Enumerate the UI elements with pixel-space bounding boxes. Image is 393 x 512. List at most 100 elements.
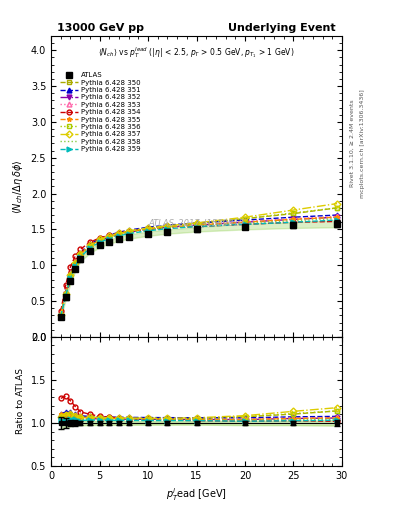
Text: Underlying Event: Underlying Event — [228, 23, 336, 33]
Pythia 6.428 350 — [73, 261, 78, 267]
Pythia 6.428 352 — [335, 214, 340, 220]
Line: Pythia 6.428 356: Pythia 6.428 356 — [58, 205, 340, 318]
Pythia 6.428 354 — [117, 230, 121, 236]
Pythia 6.428 358 — [335, 216, 340, 222]
Pythia 6.428 350 — [63, 291, 68, 297]
Line: Pythia 6.428 350: Pythia 6.428 350 — [58, 205, 340, 318]
Pythia 6.428 352 — [63, 292, 68, 298]
Pythia 6.428 356 — [242, 216, 247, 222]
Pythia 6.428 351 — [59, 312, 63, 318]
Pythia 6.428 354 — [78, 246, 83, 252]
Legend: ATLAS, Pythia 6.428 350, Pythia 6.428 351, Pythia 6.428 352, Pythia 6.428 353, P: ATLAS, Pythia 6.428 350, Pythia 6.428 35… — [57, 70, 143, 155]
Pythia 6.428 352 — [68, 274, 73, 281]
Pythia 6.428 350 — [146, 225, 151, 231]
Pythia 6.428 351 — [97, 236, 102, 242]
Pythia 6.428 353 — [88, 243, 92, 249]
Pythia 6.428 354 — [63, 282, 68, 288]
Pythia 6.428 351 — [117, 229, 121, 236]
Pythia 6.428 357 — [88, 242, 92, 248]
Pythia 6.428 354 — [165, 225, 170, 231]
Pythia 6.428 357 — [68, 272, 73, 279]
Pythia 6.428 354 — [97, 235, 102, 241]
Pythia 6.428 352 — [88, 244, 92, 250]
Pythia 6.428 355 — [59, 312, 63, 318]
Pythia 6.428 356 — [126, 228, 131, 234]
Pythia 6.428 355 — [73, 260, 78, 266]
Pythia 6.428 351 — [68, 271, 73, 277]
Line: Pythia 6.428 352: Pythia 6.428 352 — [58, 215, 340, 318]
Pythia 6.428 358 — [291, 218, 296, 224]
Pythia 6.428 359 — [97, 239, 102, 245]
Pythia 6.428 352 — [146, 226, 151, 232]
Text: Rivet 3.1.10, ≥ 2.4M events: Rivet 3.1.10, ≥ 2.4M events — [350, 99, 355, 187]
Pythia 6.428 351 — [73, 259, 78, 265]
Pythia 6.428 358 — [97, 239, 102, 245]
Pythia 6.428 359 — [291, 219, 296, 225]
Pythia 6.428 358 — [126, 230, 131, 236]
Pythia 6.428 350 — [291, 210, 296, 217]
Pythia 6.428 352 — [59, 313, 63, 319]
Pythia 6.428 353 — [146, 226, 151, 232]
Pythia 6.428 354 — [88, 239, 92, 245]
Pythia 6.428 352 — [117, 231, 121, 238]
Pythia 6.428 357 — [78, 251, 83, 258]
Pythia 6.428 358 — [117, 232, 121, 238]
Pythia 6.428 357 — [73, 260, 78, 266]
Pythia 6.428 358 — [194, 223, 199, 229]
Pythia 6.428 355 — [88, 243, 92, 249]
Pythia 6.428 350 — [335, 205, 340, 211]
Pythia 6.428 359 — [88, 245, 92, 251]
Pythia 6.428 358 — [88, 244, 92, 250]
Pythia 6.428 356 — [335, 205, 340, 211]
Pythia 6.428 356 — [165, 223, 170, 229]
Pythia 6.428 351 — [242, 217, 247, 223]
Pythia 6.428 351 — [291, 214, 296, 220]
Pythia 6.428 358 — [107, 235, 112, 241]
Pythia 6.428 359 — [68, 275, 73, 281]
Pythia 6.428 355 — [63, 290, 68, 296]
Y-axis label: Ratio to ATLAS: Ratio to ATLAS — [16, 369, 25, 434]
Pythia 6.428 356 — [146, 226, 151, 232]
Pythia 6.428 358 — [73, 262, 78, 268]
Pythia 6.428 353 — [68, 273, 73, 280]
Pythia 6.428 352 — [165, 224, 170, 230]
Pythia 6.428 353 — [335, 214, 340, 220]
Pythia 6.428 356 — [78, 252, 83, 258]
Pythia 6.428 355 — [107, 233, 112, 240]
Pythia 6.428 354 — [68, 264, 73, 270]
Pythia 6.428 351 — [126, 227, 131, 233]
Pythia 6.428 355 — [126, 228, 131, 234]
Pythia 6.428 356 — [59, 312, 63, 318]
Line: Pythia 6.428 353: Pythia 6.428 353 — [58, 214, 340, 318]
Pythia 6.428 359 — [242, 221, 247, 227]
Text: ATLAS_2017_I1509919: ATLAS_2017_I1509919 — [149, 218, 244, 227]
Pythia 6.428 357 — [165, 223, 170, 229]
Pythia 6.428 359 — [335, 217, 340, 223]
Line: Pythia 6.428 354: Pythia 6.428 354 — [58, 219, 340, 313]
Line: Pythia 6.428 351: Pythia 6.428 351 — [58, 212, 340, 317]
Pythia 6.428 352 — [242, 219, 247, 225]
Pythia 6.428 353 — [194, 221, 199, 227]
Pythia 6.428 351 — [63, 289, 68, 295]
Pythia 6.428 353 — [117, 230, 121, 237]
Pythia 6.428 359 — [165, 226, 170, 232]
Pythia 6.428 353 — [97, 237, 102, 243]
Pythia 6.428 356 — [73, 261, 78, 267]
Pythia 6.428 358 — [165, 225, 170, 231]
Pythia 6.428 353 — [59, 312, 63, 318]
Pythia 6.428 352 — [107, 234, 112, 240]
Pythia 6.428 354 — [126, 228, 131, 234]
Pythia 6.428 353 — [126, 228, 131, 234]
Pythia 6.428 351 — [88, 241, 92, 247]
Pythia 6.428 359 — [146, 228, 151, 234]
Pythia 6.428 355 — [194, 222, 199, 228]
Pythia 6.428 350 — [78, 251, 83, 258]
Pythia 6.428 358 — [146, 227, 151, 233]
Pythia 6.428 351 — [165, 222, 170, 228]
Pythia 6.428 354 — [335, 219, 340, 225]
Pythia 6.428 357 — [242, 214, 247, 220]
Pythia 6.428 356 — [107, 233, 112, 240]
Pythia 6.428 351 — [146, 224, 151, 230]
Pythia 6.428 350 — [165, 223, 170, 229]
Pythia 6.428 351 — [107, 232, 112, 238]
